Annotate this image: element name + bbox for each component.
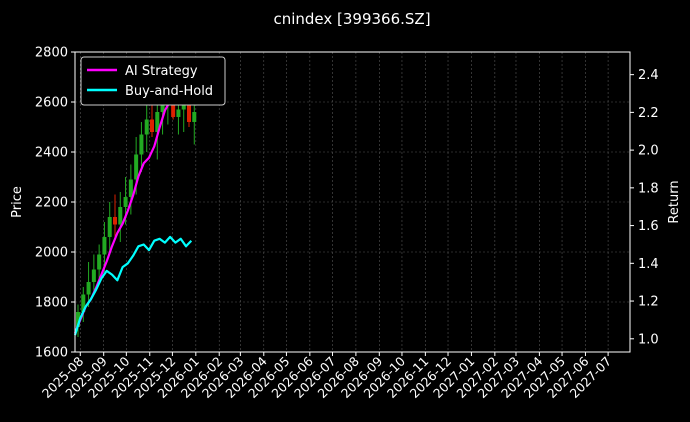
- y2-tick-label: 2.2: [638, 106, 659, 121]
- y-axis-left: 1600 1800 2000 2200 2400 2600 2800: [35, 46, 75, 361]
- candle-body: [150, 119, 154, 132]
- y-tick-label: 1800: [35, 296, 68, 311]
- y2-tick-label: 1.0: [638, 332, 659, 347]
- y-tick-label: 2200: [35, 196, 68, 211]
- candle-body: [187, 102, 191, 122]
- candle-body: [123, 197, 128, 207]
- chart-title: cnindex [399366.SZ]: [273, 10, 430, 28]
- candle-body: [128, 179, 133, 197]
- candle-body: [155, 112, 160, 132]
- candle-body: [171, 99, 176, 117]
- candle-body: [139, 134, 144, 155]
- y-tick-label: 2000: [35, 246, 68, 261]
- y-axis-label: Price: [10, 186, 25, 218]
- y2-tick-label: 1.8: [638, 181, 659, 196]
- candle-body: [113, 217, 117, 225]
- y2-tick-label: 1.6: [638, 219, 659, 234]
- candle-body: [86, 282, 91, 295]
- candle-body: [97, 254, 102, 270]
- legend: AI Strategy Buy-and-Hold: [80, 56, 226, 106]
- candle-body: [181, 102, 186, 110]
- y2-axis-label: Return: [667, 180, 682, 223]
- candle-body: [76, 312, 80, 327]
- line-series: [73, 62, 193, 336]
- candle-body: [192, 112, 197, 122]
- candle-body: [144, 119, 149, 135]
- series-line-buy-and-hold: [73, 235, 193, 336]
- y-tick-label: 1600: [35, 346, 68, 361]
- candle-body: [134, 154, 139, 180]
- y-tick-label: 2800: [35, 46, 68, 61]
- legend-label-buy-and-hold: Buy-and-Hold: [125, 84, 213, 99]
- y-tick-label: 2400: [35, 146, 68, 161]
- y2-tick-label: 1.4: [638, 257, 659, 272]
- y2-tick-label: 1.2: [638, 295, 659, 310]
- candle-body: [160, 104, 165, 112]
- candle-body: [107, 217, 112, 237]
- candle-body: [81, 294, 86, 312]
- y2-tick-label: 2.4: [638, 68, 659, 83]
- legend-label-ai-strategy: AI Strategy: [125, 64, 198, 79]
- y-tick-label: 2600: [35, 96, 68, 111]
- candle-body: [102, 237, 107, 255]
- candle-body: [176, 109, 181, 117]
- candle-body: [91, 269, 96, 282]
- y2-tick-label: 2.0: [638, 144, 659, 159]
- candle-body: [118, 207, 123, 225]
- y-axis-right: 1.0 1.2 1.4 1.6 1.8 2.0 2.2 2.4: [630, 68, 659, 347]
